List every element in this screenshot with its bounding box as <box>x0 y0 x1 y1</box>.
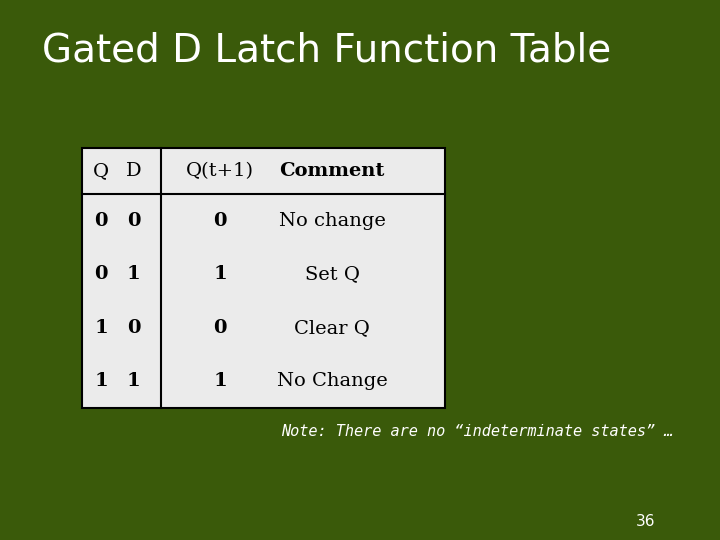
Text: D: D <box>126 162 142 180</box>
Text: 36: 36 <box>636 515 655 530</box>
Text: 1: 1 <box>127 372 140 390</box>
Text: No change: No change <box>279 212 386 230</box>
Bar <box>82 148 444 408</box>
Text: Gated D Latch Function Table: Gated D Latch Function Table <box>42 31 611 69</box>
Text: Set Q: Set Q <box>305 265 360 284</box>
Text: 1: 1 <box>127 265 140 284</box>
Text: 0: 0 <box>94 212 108 230</box>
Text: 1: 1 <box>94 372 108 390</box>
Text: 0: 0 <box>127 319 140 337</box>
Text: 0: 0 <box>213 212 227 230</box>
Text: Comment: Comment <box>279 162 385 180</box>
Text: 1: 1 <box>213 372 227 390</box>
Text: Clear Q: Clear Q <box>294 319 370 337</box>
Text: No Change: No Change <box>277 372 387 390</box>
Text: 0: 0 <box>94 265 108 284</box>
Text: 1: 1 <box>213 265 227 284</box>
Text: 0: 0 <box>127 212 140 230</box>
Text: Q(t+1): Q(t+1) <box>186 162 254 180</box>
Text: Note: There are no “indeterminate states” …: Note: There are no “indeterminate states… <box>281 424 673 440</box>
Text: Q: Q <box>93 162 109 180</box>
Text: 0: 0 <box>213 319 227 337</box>
Text: 1: 1 <box>94 319 108 337</box>
